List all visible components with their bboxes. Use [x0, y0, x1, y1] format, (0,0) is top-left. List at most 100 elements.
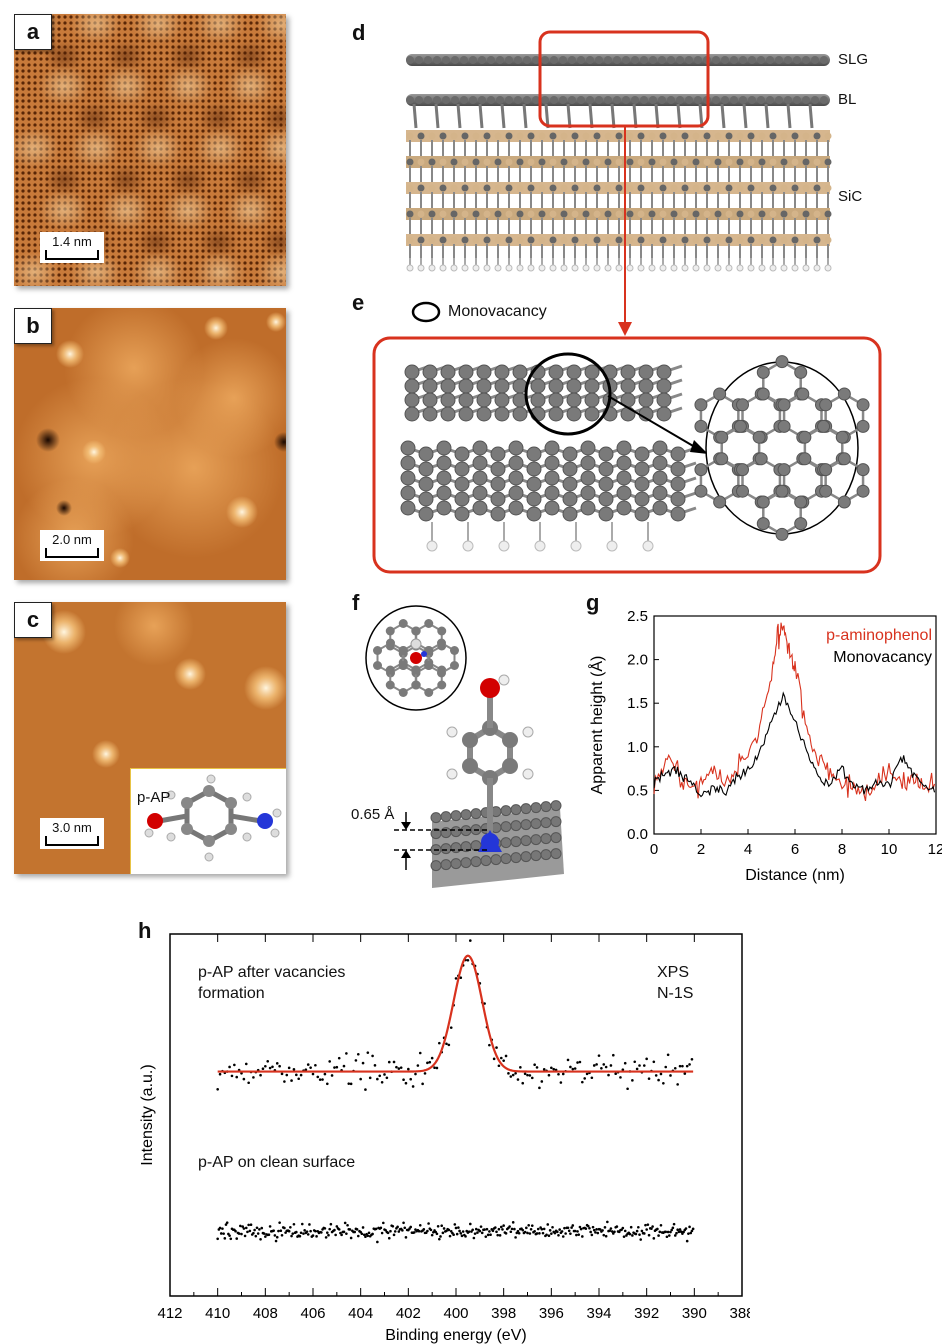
data-point-bottom: [291, 1232, 295, 1235]
data-point-bottom: [474, 1227, 478, 1231]
data-point-bottom: [374, 1227, 378, 1231]
data-point-top: [576, 1061, 579, 1064]
data-point-bottom: [678, 1228, 682, 1231]
data-point-bottom: [639, 1238, 643, 1241]
data-point-top: [559, 1081, 563, 1084]
data-point-bottom: [571, 1224, 575, 1227]
data-point-top: [590, 1076, 594, 1080]
data-point-bottom: [249, 1223, 253, 1227]
data-point-bottom: [635, 1229, 639, 1233]
data-point-bottom: [514, 1236, 517, 1239]
data-point-bottom: [584, 1227, 588, 1230]
data-point-top: [507, 1072, 510, 1075]
xps-label-top: p-AP after vacancies: [198, 964, 346, 981]
data-point-bottom: [228, 1234, 231, 1237]
data-point-bottom: [529, 1227, 533, 1231]
data-point-top: [385, 1076, 389, 1080]
data-point-bottom: [438, 1237, 441, 1241]
data-point-bottom: [665, 1235, 669, 1239]
y-axis-label-g: Apparent height (Å): [587, 656, 606, 795]
data-point-bottom: [521, 1228, 525, 1232]
data-point-bottom: [279, 1229, 283, 1233]
data-point-top: [612, 1053, 615, 1057]
data-point-bottom: [361, 1226, 365, 1229]
data-point-bottom: [592, 1228, 596, 1232]
data-point-bottom: [429, 1228, 433, 1232]
data-point-bottom: [334, 1233, 337, 1237]
data-point-bottom: [569, 1232, 572, 1235]
data-point-top: [433, 1066, 436, 1070]
data-point-top: [516, 1078, 520, 1081]
data-point-bottom: [403, 1226, 407, 1230]
data-point-bottom: [644, 1223, 647, 1227]
data-point-bottom: [241, 1225, 244, 1228]
data-point-top: [569, 1065, 572, 1069]
data-point-top: [459, 976, 463, 980]
data-point-top: [392, 1060, 396, 1064]
data-point-bottom: [669, 1230, 672, 1234]
data-point-bottom: [573, 1229, 577, 1233]
data-point-top: [378, 1074, 382, 1078]
data-point-top: [492, 1057, 496, 1061]
data-point-bottom: [690, 1229, 694, 1233]
monovacancy-legend-icon: [411, 301, 441, 323]
data-point-bottom: [589, 1230, 592, 1234]
data-point-top: [449, 1026, 453, 1029]
data-point-top: [278, 1064, 281, 1068]
data-point-bottom: [547, 1234, 551, 1237]
data-point-bottom: [590, 1233, 594, 1237]
x-tick-label-h: 388: [729, 1305, 750, 1322]
data-point-bottom: [302, 1232, 305, 1235]
data-point-bottom: [389, 1229, 392, 1233]
data-point-bottom: [345, 1232, 348, 1235]
data-point-top: [604, 1065, 608, 1069]
data-point-top: [292, 1068, 296, 1071]
graphene-vacancy-diagram: [372, 336, 882, 574]
data-point-top: [519, 1066, 522, 1069]
data-point-bottom: [422, 1228, 426, 1231]
data-point-bottom: [586, 1224, 590, 1228]
data-point-bottom: [540, 1227, 544, 1231]
data-point-bottom: [454, 1226, 458, 1230]
data-point-bottom: [253, 1228, 256, 1232]
data-point-bottom: [664, 1230, 668, 1234]
data-point-bottom: [362, 1233, 366, 1237]
data-point-top: [673, 1066, 677, 1070]
data-point-bottom: [494, 1226, 497, 1229]
data-point-top: [528, 1074, 532, 1077]
data-point-top: [373, 1064, 377, 1067]
data-point-bottom: [570, 1226, 573, 1229]
data-point-bottom: [458, 1229, 461, 1233]
data-point-bottom: [221, 1227, 224, 1230]
x-axis-label-h: Binding energy (eV): [385, 1327, 526, 1344]
data-point-top: [681, 1064, 684, 1068]
data-point-bottom: [440, 1224, 444, 1228]
data-point-bottom: [247, 1223, 250, 1227]
data-point-bottom: [229, 1237, 233, 1241]
data-point-bottom: [360, 1232, 364, 1236]
x-tick-label-h: 394: [586, 1305, 611, 1322]
data-point-bottom: [679, 1230, 683, 1234]
p-ap-label: p-AP: [137, 789, 171, 806]
data-point-bottom: [622, 1235, 626, 1238]
data-point-bottom: [535, 1232, 539, 1235]
data-point-bottom: [244, 1226, 248, 1230]
data-point-top: [631, 1079, 634, 1082]
data-point-top: [571, 1067, 575, 1071]
data-point-bottom: [234, 1229, 237, 1233]
data-point-bottom: [637, 1225, 640, 1229]
data-point-bottom: [243, 1234, 247, 1238]
data-point-top: [368, 1076, 372, 1080]
panel-letter-h: h: [138, 918, 152, 943]
xps-label-bottom: p-AP on clean surface: [198, 1154, 356, 1171]
data-point-bottom: [306, 1233, 310, 1236]
data-point-top: [454, 977, 458, 980]
data-point-bottom: [335, 1225, 339, 1228]
x-tick-label-h: 398: [491, 1305, 516, 1322]
data-point-top: [235, 1075, 239, 1079]
data-point-bottom: [380, 1231, 384, 1235]
data-point-top: [376, 1077, 379, 1081]
scale-label-a: 1.4 nm: [52, 234, 92, 249]
data-point-bottom: [650, 1227, 653, 1230]
data-point-top: [316, 1075, 320, 1079]
